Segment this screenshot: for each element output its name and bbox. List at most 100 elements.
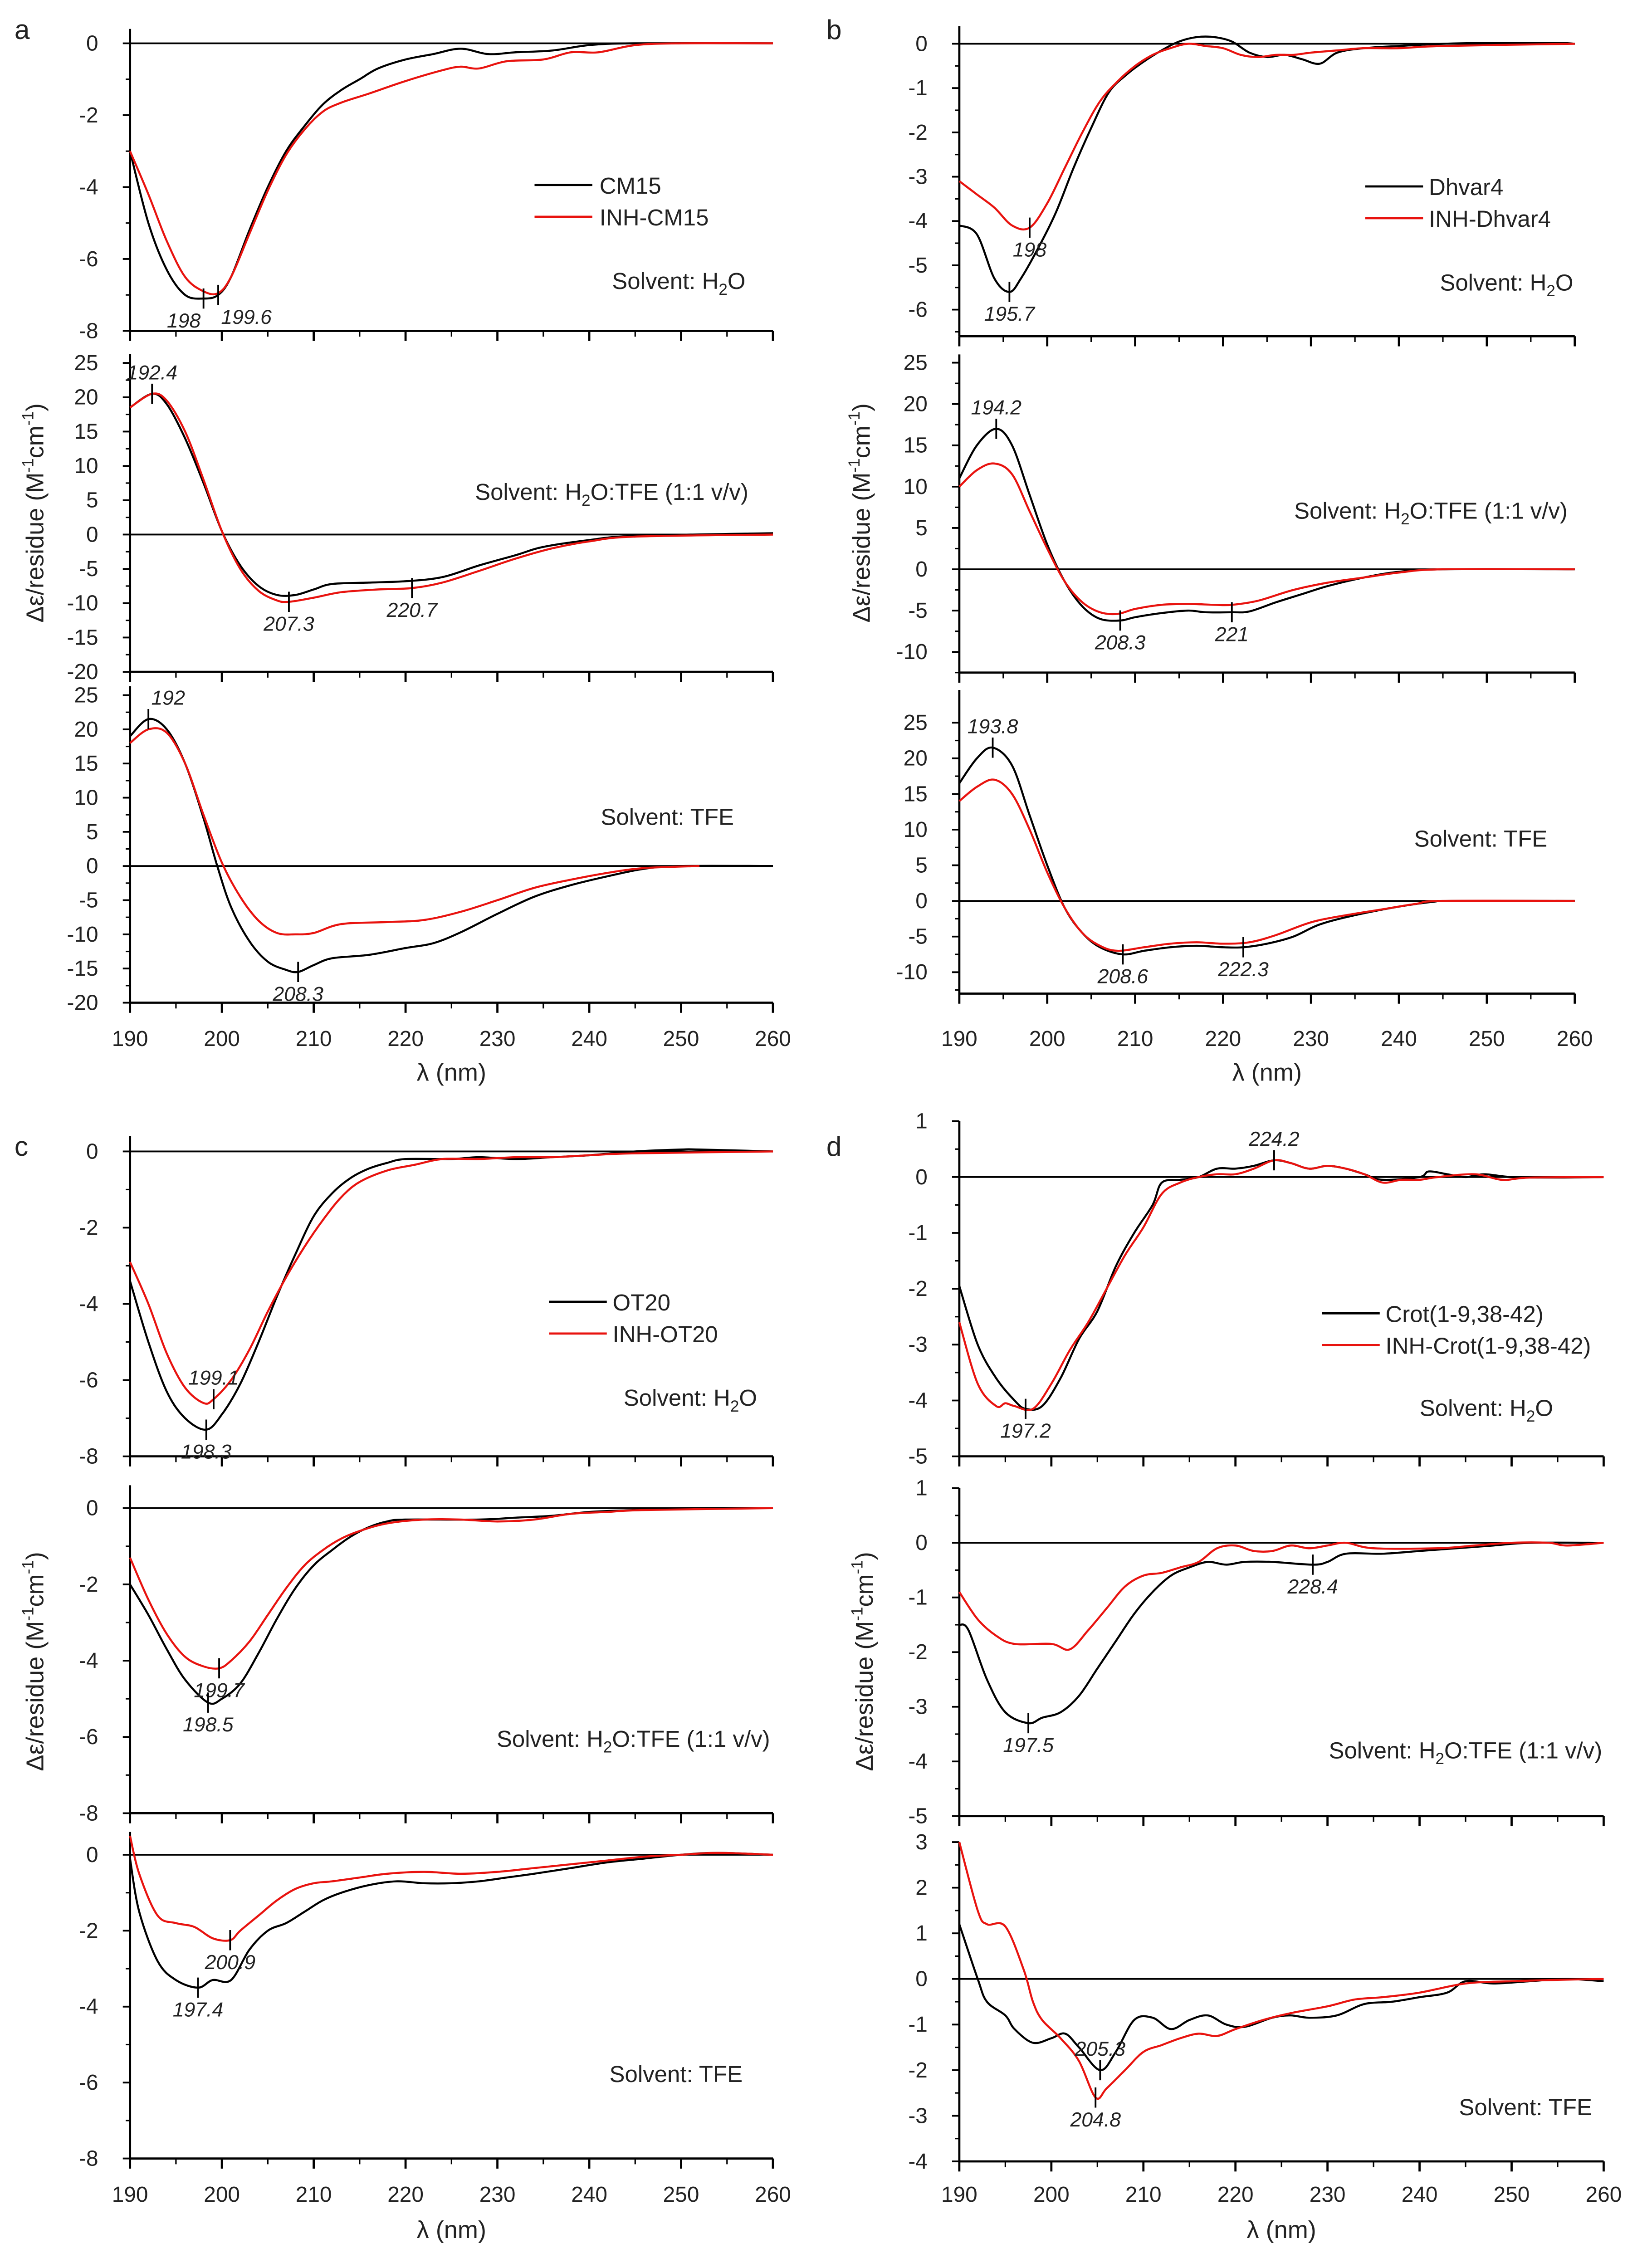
y-axis-title-text: cm xyxy=(22,425,49,458)
subplot: 25 20 15 10 5 0 -5 -10 194.2 208.3 221 Solvent: H2O… xyxy=(896,351,1576,683)
y-tick-label: -15 xyxy=(67,957,98,981)
x-tick-label: 220 xyxy=(387,1027,424,1051)
x-tick-label: 240 xyxy=(571,1027,607,1051)
subplot: 25 20 15 10 5 0 -5 -10 190 200 210 220 230 240 250 260 1… xyxy=(896,689,1593,1051)
y-tick-label: -10 xyxy=(896,960,928,984)
peak-label: 224.2 xyxy=(1248,1128,1300,1150)
y-axis-title-text: ) xyxy=(848,403,875,411)
solvent-text: Solvent: TFE xyxy=(1414,826,1548,852)
y-tick-label: 0 xyxy=(86,31,98,55)
y-axis-superscript: -1 xyxy=(19,458,37,472)
y-tick-label: 25 xyxy=(904,351,928,375)
x-tick-label: 200 xyxy=(204,1027,240,1051)
y-axis-superscript: -1 xyxy=(19,1560,37,1574)
legend-label: INH-OT20 xyxy=(612,1321,718,1347)
y-tick-label: 15 xyxy=(74,752,98,776)
y-tick-label: 5 xyxy=(915,516,928,540)
x-tick-label: 230 xyxy=(1293,1027,1329,1051)
y-tick-label: 25 xyxy=(74,351,98,375)
solvent-text: Solvent: H xyxy=(475,479,582,505)
solvent-text: Solvent: TFE xyxy=(601,804,734,830)
x-tick-label: 200 xyxy=(204,2183,240,2207)
solvent-label: Solvent: H2O xyxy=(624,1385,757,1415)
series-line-crot-1-9-38-42- xyxy=(958,1541,1604,1725)
peak-label: 198.3 xyxy=(181,1441,232,1463)
x-tick-label: 250 xyxy=(663,1027,699,1051)
solvent-label: Solvent: H2O xyxy=(612,268,745,298)
solvent-text: Solvent: H xyxy=(1440,269,1546,295)
y-tick-label: 5 xyxy=(86,820,98,844)
peak-label: 192 xyxy=(152,687,186,709)
solvent-label: Solvent: TFE xyxy=(601,804,734,830)
x-tick-label: 240 xyxy=(571,2183,607,2207)
x-tick-label: 190 xyxy=(112,1027,148,1051)
subplot: 0 -1 -2 -3 -4 -5 -6 198 195.7 Solvent: H2O Dhvar4 I… xyxy=(908,26,1576,347)
solvent-text: O xyxy=(739,1385,757,1411)
y-axis-title-text: Δε/residue (M xyxy=(22,1621,49,1771)
solvent-subscript: 2 xyxy=(1436,1750,1444,1768)
series-line-inh-cm15 xyxy=(129,42,773,296)
peak-label: 198.5 xyxy=(183,1714,234,1736)
y-axis-title: Δε/residue (M-1cm-1) xyxy=(19,1552,49,1771)
y-tick-label: -5 xyxy=(79,557,98,581)
y-tick-label: 0 xyxy=(86,1843,98,1867)
x-tick-label: 190 xyxy=(941,1027,977,1051)
series-line-inh-dhvar4 xyxy=(958,462,1575,616)
peak-label: 208.6 xyxy=(1097,966,1149,988)
solvent-label: Solvent: TFE xyxy=(610,2061,743,2087)
y-tick-label: 10 xyxy=(74,454,98,478)
series-line-cm15 xyxy=(129,392,773,597)
series-line-inh-ot20 xyxy=(129,1507,773,1670)
y-tick-label: 5 xyxy=(86,489,98,513)
subplot: 0 -2 -4 -6 -8 198 199.6 Solvent: H2O CM15 INH-CM1… xyxy=(79,29,774,343)
solvent-label: Solvent: TFE xyxy=(1459,2094,1592,2120)
peak-label: 208.3 xyxy=(1095,632,1146,654)
y-tick-label: 0 xyxy=(915,889,928,913)
y-tick-label: 1 xyxy=(915,1110,928,1134)
y-tick-label: -3 xyxy=(908,165,927,189)
x-tick-label: 230 xyxy=(1310,2183,1346,2207)
solvent-text: Solvent: H xyxy=(612,268,718,294)
solvent-label: Solvent: TFE xyxy=(1414,826,1548,852)
subplot: 0 -2 -4 -6 -8 199.1 198.3 Solvent: H2O OT20 INH-O… xyxy=(79,1136,774,1469)
y-tick-label: -20 xyxy=(67,660,98,684)
y-axis-title-text: Δε/residue (M xyxy=(22,473,49,623)
solvent-text: O:TFE (1:1 v/v) xyxy=(1410,498,1568,524)
y-tick-label: -8 xyxy=(79,1445,98,1469)
y-tick-label: 10 xyxy=(904,818,928,842)
series-line-crot-1-9-38-42- xyxy=(958,1159,1604,1411)
y-tick-label: -15 xyxy=(67,626,98,650)
solvent-text: O:TFE (1:1 v/v) xyxy=(591,479,748,505)
x-tick-label: 190 xyxy=(941,2183,977,2207)
y-tick-label: -8 xyxy=(79,2147,98,2171)
y-axis-title: Δε/residue (M-1cm-1) xyxy=(19,403,49,622)
peak-label: 199.6 xyxy=(221,306,272,328)
series-line-inh-ot20 xyxy=(129,1150,773,1405)
y-axis-title-text: cm xyxy=(851,1574,878,1607)
solvent-text: O xyxy=(728,268,746,294)
y-tick-label: -1 xyxy=(908,1221,927,1245)
solvent-text: Solvent: H xyxy=(1294,498,1401,524)
y-tick-label: 0 xyxy=(86,1496,98,1520)
x-tick-label: 190 xyxy=(112,2183,148,2207)
series-line-ot20 xyxy=(129,1507,773,1705)
peak-label: 198 xyxy=(1013,239,1047,261)
y-axis-superscript: -1 xyxy=(845,411,863,425)
y-tick-label: 0 xyxy=(915,1967,928,1991)
peak-label: 192.4 xyxy=(127,362,177,384)
x-axis-title: λ (nm) xyxy=(1232,1059,1302,1086)
solvent-text: Solvent: H xyxy=(497,1726,603,1752)
peak-label: 195.7 xyxy=(984,303,1036,325)
series-line-inh-crot-1-9-38-42- xyxy=(958,1842,1604,2100)
solvent-label: Solvent: H2O:TFE (1:1 v/v) xyxy=(1329,1737,1602,1768)
y-axis-title: Δε/residue (M-1cm-1) xyxy=(848,1552,878,1771)
series-line-inh-crot-1-9-38-42- xyxy=(958,1159,1604,1411)
y-tick-label: 0 xyxy=(915,32,928,56)
peak-label: 193.8 xyxy=(968,715,1018,738)
panel-letter: d xyxy=(826,1131,842,1162)
x-tick-label: 230 xyxy=(479,1027,516,1051)
x-tick-label: 250 xyxy=(663,2183,699,2207)
y-tick-label: -4 xyxy=(908,209,927,233)
